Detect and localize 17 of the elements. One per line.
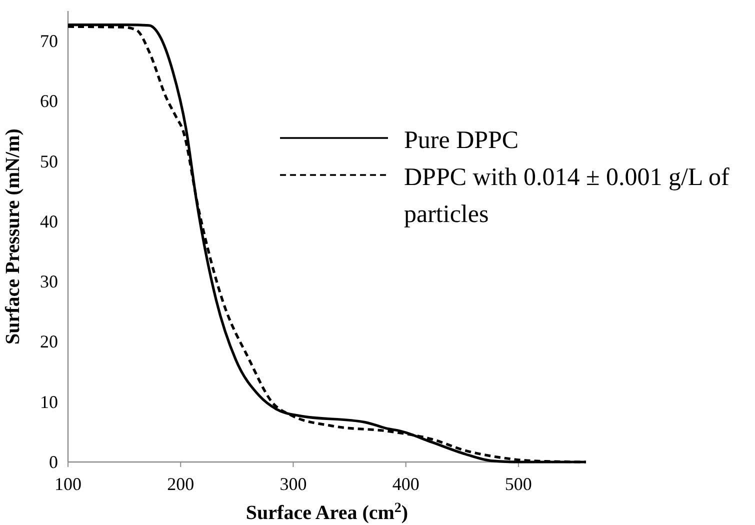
x-tick-label: 500 (504, 474, 532, 494)
x-tick-label: 200 (167, 474, 194, 494)
legend-label: Pure DPPC (404, 127, 519, 154)
y-tick-label: 40 (40, 211, 58, 232)
y-tick-label: 30 (40, 272, 58, 292)
x-tick-label: 300 (280, 474, 307, 494)
x-axis-title: Surface Area (cm$^{2}$) (246, 500, 408, 524)
y-axis-title: Surface Pressure (mN/m) (2, 128, 24, 344)
y-tick-label: 20 (40, 332, 58, 352)
x-tick-label: 100 (54, 474, 82, 494)
legend-label: DPPC with 0.014 ± 0.001 g/L of particles (404, 164, 730, 228)
y-tick-label: 50 (40, 151, 58, 172)
y-tick-label: 0 (49, 452, 58, 472)
y-tick-label: 70 (40, 31, 58, 52)
x-tick-label: 400 (392, 474, 420, 494)
y-tick-label: 60 (40, 91, 58, 112)
y-tick-label: 10 (40, 392, 58, 412)
